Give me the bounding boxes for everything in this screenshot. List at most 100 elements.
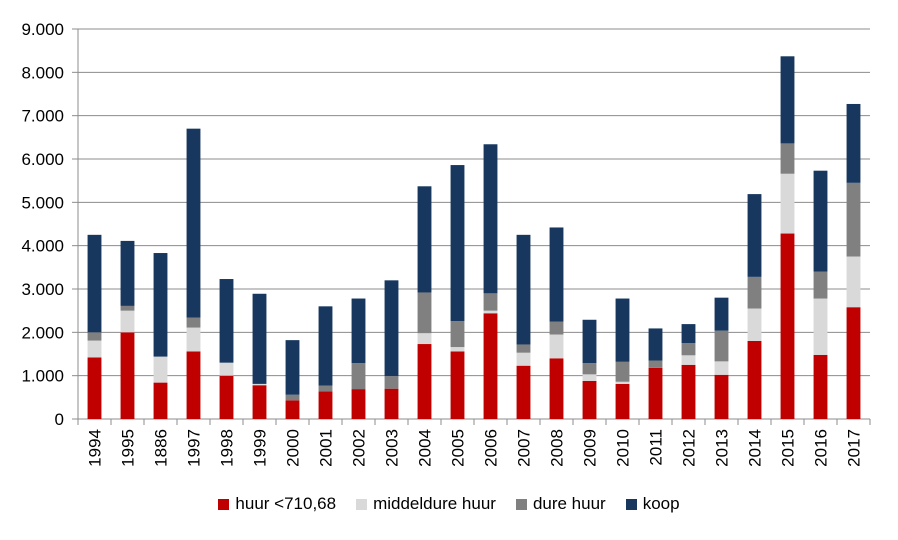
bar-segment <box>483 310 498 314</box>
bar-segment <box>87 332 102 341</box>
x-tick-label: 2016 <box>812 429 831 467</box>
bar-segment <box>780 56 795 144</box>
x-tick-label: 1886 <box>152 429 171 467</box>
bar-segment <box>582 363 597 375</box>
bar-segment <box>450 351 465 419</box>
legend-swatch <box>356 498 368 510</box>
x-tick-label: 2003 <box>383 429 402 467</box>
bar-segment <box>714 361 729 375</box>
bar-segment <box>483 313 498 419</box>
bar-segment <box>252 383 267 386</box>
bar-segment <box>450 347 465 352</box>
bar-segment <box>219 279 234 363</box>
y-tick-label: 3.000 <box>21 280 64 299</box>
bar-segment <box>615 383 630 419</box>
legend-item: koop <box>625 494 680 514</box>
bar-segment <box>285 400 300 419</box>
legend-swatch <box>625 498 637 510</box>
bar-segment <box>813 271 828 299</box>
x-tick-label: 2009 <box>581 429 600 467</box>
bar-segment <box>813 354 828 419</box>
bar-segment <box>681 364 696 419</box>
bar-segment <box>252 293 267 384</box>
bar-segment <box>318 306 333 386</box>
x-tick-label: 2013 <box>713 429 732 467</box>
x-tick-label: 1995 <box>119 429 138 467</box>
bar-segment <box>549 321 564 335</box>
bar-segment <box>582 380 597 419</box>
bar-segment <box>384 388 399 419</box>
y-tick-label: 8.000 <box>21 63 64 82</box>
bar-segment <box>648 328 663 361</box>
x-tick-label: 2017 <box>845 429 864 467</box>
bar-segment <box>846 256 861 308</box>
bar-segment <box>516 365 531 419</box>
bar-segment <box>417 333 432 345</box>
x-tick-label: 2011 <box>647 429 666 466</box>
bar-segment <box>549 358 564 419</box>
legend-swatch <box>218 498 230 510</box>
x-tick-label: 2000 <box>284 429 303 467</box>
legend: huur <710,68 middeldure huur dure huur koop <box>0 494 898 514</box>
bar-segment <box>318 391 333 419</box>
bar-segment <box>186 128 201 318</box>
bar-segment <box>285 394 300 401</box>
bar-segment <box>417 186 432 293</box>
bar-segment <box>648 360 663 368</box>
bar-segment <box>516 352 531 366</box>
bar-segment <box>450 165 465 322</box>
x-tick-label: 2007 <box>515 429 534 467</box>
bar-segment <box>780 143 795 174</box>
bar-segment <box>549 227 564 322</box>
legend-label: huur <710,68 <box>235 494 337 513</box>
bar-segment <box>714 330 729 362</box>
bar-segment <box>186 351 201 419</box>
legend-swatch <box>515 498 527 510</box>
bar-segment <box>120 332 135 419</box>
bar-segment <box>120 310 135 333</box>
y-tick-label: 9.000 <box>21 20 64 39</box>
y-tick-label: 0 <box>55 410 64 429</box>
bar-segment <box>153 253 168 357</box>
x-tick-label: 2012 <box>680 429 699 467</box>
bar-segment <box>681 324 696 344</box>
bar-segment <box>516 234 531 345</box>
bar-segment <box>846 182 861 257</box>
stacked-bar-chart: 0 1.000 2.000 3.000 4.000 5.000 6.000 7.000 8.00… <box>21 20 871 467</box>
x-tick-label: 1994 <box>86 429 105 467</box>
bar-segment <box>714 374 729 419</box>
x-tick-label: 1999 <box>251 429 270 467</box>
bar-segment <box>780 233 795 419</box>
x-tick-label: 1997 <box>185 429 204 467</box>
bar-segment <box>516 344 531 353</box>
bar-segment <box>846 307 861 419</box>
bar-segment <box>186 327 201 352</box>
bar-segment <box>615 298 630 362</box>
legend-item: middeldure huur <box>356 494 496 514</box>
x-tick-label: 2001 <box>317 429 336 467</box>
bar-segment <box>384 280 399 377</box>
bar-segment <box>120 240 135 306</box>
legend-label: koop <box>642 494 680 513</box>
bar-segment <box>252 385 267 419</box>
legend-label: middeldure huur <box>373 494 496 513</box>
bar-segment <box>714 297 729 331</box>
bar-segment <box>813 298 828 355</box>
x-tick-label: 1998 <box>218 429 237 467</box>
legend-item: dure huur <box>515 494 606 514</box>
bar-segment <box>384 376 399 389</box>
y-tick-label: 7.000 <box>21 107 64 126</box>
bar-segment <box>615 381 630 384</box>
x-tick-label: 2005 <box>449 429 468 467</box>
bar-segment <box>351 389 366 419</box>
bar-segment <box>846 103 861 183</box>
x-tick-label: 2006 <box>482 429 501 467</box>
bar-segment <box>186 317 201 328</box>
bar-segment <box>87 357 102 419</box>
bar-segment <box>813 170 828 272</box>
y-tick-label: 2.000 <box>21 323 64 342</box>
bar-segment <box>351 363 366 390</box>
x-tick-label: 2010 <box>614 429 633 467</box>
bar-segment <box>483 293 498 311</box>
